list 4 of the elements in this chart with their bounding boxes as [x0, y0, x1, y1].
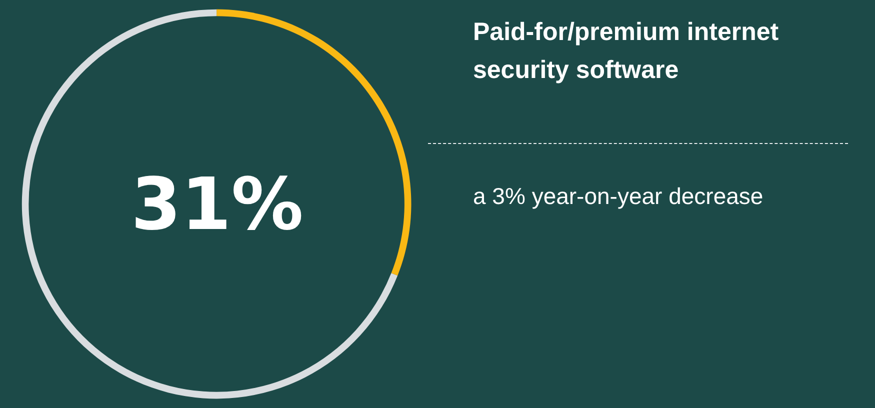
data-label: 31%	[131, 162, 304, 246]
text: Paid-for/premium internet security software	[473, 17, 780, 86]
text: a 3% year-on-year decrease	[473, 183, 764, 210]
donut-slice	[22, 9, 398, 398]
